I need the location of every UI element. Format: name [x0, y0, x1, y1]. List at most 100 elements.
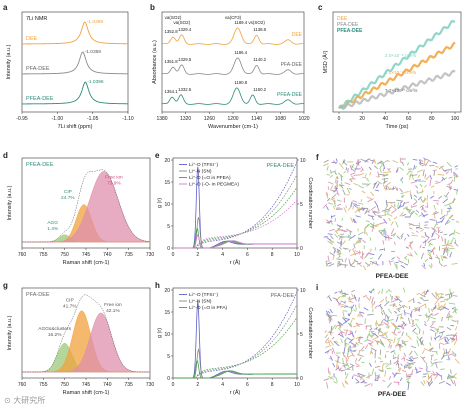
molecule-fragment — [392, 357, 397, 359]
snapshot-title: PFEA-DEE — [376, 273, 410, 280]
molecule-fragment — [444, 249, 446, 253]
molecule-fragment — [412, 158, 418, 161]
molecule-fragment — [398, 303, 402, 307]
molecule-fragment — [365, 296, 371, 302]
molecule-fragment — [326, 165, 329, 171]
molecule-fragment — [345, 204, 347, 209]
molecule-fragment — [326, 173, 330, 176]
molecule-fragment — [435, 181, 441, 185]
molecule-fragment — [385, 288, 390, 293]
molecule-fragment — [387, 382, 392, 388]
molecule-fragment — [420, 297, 424, 301]
legend-entry: DEE — [337, 16, 348, 22]
molecule-fragment — [364, 224, 370, 229]
molecule-fragment — [379, 339, 384, 346]
molecule-fragment — [335, 158, 338, 162]
molecule-fragment — [449, 205, 452, 209]
molecule-fragment — [442, 198, 448, 204]
molecule-fragment — [404, 263, 409, 266]
molecule-fragment — [360, 166, 364, 171]
molecule-fragment — [422, 169, 425, 177]
c-xtick-label: 80 — [429, 116, 435, 122]
molecule-fragment — [417, 301, 422, 304]
molecule-fragment — [328, 314, 333, 318]
molecule-fragment — [427, 313, 433, 318]
molecule-fragment — [430, 377, 433, 382]
molecule-fragment — [337, 356, 339, 363]
molecule-fragment — [375, 320, 378, 326]
molecule-fragment — [400, 178, 404, 184]
molecule-fragment — [418, 162, 422, 166]
molecule-fragment — [421, 212, 425, 218]
component-percent: 42.1% — [106, 308, 120, 314]
molecule-fragment — [431, 249, 435, 255]
molecule-fragment — [382, 180, 388, 184]
molecule-fragment — [327, 202, 333, 205]
molecule-fragment — [348, 187, 352, 190]
molecule-fragment — [378, 369, 384, 372]
molecule-fragment — [351, 289, 355, 293]
molecule-fragment — [387, 213, 393, 217]
molecule-fragment — [411, 205, 418, 208]
molecule-fragment — [420, 294, 426, 298]
molecule-fragment — [366, 339, 372, 342]
molecule-fragment — [363, 307, 369, 311]
molecule-fragment — [336, 258, 342, 260]
band-label: νa(SO2) — [165, 15, 182, 20]
molecule-fragment — [385, 204, 389, 210]
peak-label: 1352.8 — [164, 29, 178, 34]
peak-label: 1329.4 — [178, 27, 192, 32]
molecule-fragment — [449, 252, 452, 258]
molecule-fragment — [408, 375, 412, 379]
panel-letter-c: c — [318, 3, 323, 12]
molecule-fragment — [337, 321, 340, 325]
molecule-fragment — [333, 205, 336, 210]
molecule-fragment — [371, 225, 375, 232]
molecule-fragment — [351, 248, 355, 251]
molecule-fragment — [408, 223, 415, 226]
molecule-fragment — [337, 253, 342, 255]
molecule-fragment — [441, 217, 445, 223]
molecule-fragment — [351, 293, 354, 297]
molecule-fragment — [401, 235, 403, 240]
molecule-fragment — [358, 238, 363, 243]
molecule-fragment — [347, 205, 353, 211]
molecule-fragment — [451, 319, 456, 322]
molecule-fragment — [411, 210, 416, 215]
molecule-fragment — [329, 238, 334, 244]
molecule-fragment — [436, 202, 439, 206]
molecule-fragment — [444, 342, 450, 345]
e-ytick-label: 5 — [167, 224, 170, 230]
y-axis-label: g (r) — [157, 328, 163, 338]
molecule-fragment — [362, 208, 366, 212]
molecule-fragment — [410, 180, 418, 184]
molecule-fragment — [381, 288, 383, 294]
molecule-fragment — [411, 369, 414, 375]
molecule-fragment — [435, 291, 438, 298]
component-label: Free ion — [104, 302, 122, 308]
molecule-fragment — [382, 171, 390, 174]
molecule-fragment — [372, 210, 376, 216]
molecule-fragment — [413, 164, 416, 170]
series-line-pfea-dee — [22, 81, 129, 105]
molecule-fragment — [386, 314, 389, 320]
molecule-fragment — [453, 338, 458, 345]
legend-entry: Li⁺-N (SN) — [189, 299, 212, 305]
molecule-fragment — [419, 244, 422, 249]
rdf-line-2 — [173, 359, 297, 379]
molecule-fragment — [342, 351, 345, 357]
molecule-fragment — [379, 163, 383, 170]
peak-label: 1140.2 — [253, 57, 266, 62]
molecule-fragment — [453, 308, 457, 314]
molecule-fragment — [427, 250, 431, 255]
molecule-fragment — [346, 353, 349, 360]
molecule-fragment — [400, 192, 405, 195]
molecule-fragment — [443, 347, 446, 354]
molecule-fragment — [455, 326, 458, 331]
molecule-fragment — [416, 292, 421, 295]
molecule-fragment — [421, 236, 426, 238]
molecule-fragment — [439, 231, 444, 234]
molecule-fragment — [410, 210, 415, 214]
molecule-fragment — [348, 235, 352, 241]
molecule-fragment — [332, 297, 338, 301]
